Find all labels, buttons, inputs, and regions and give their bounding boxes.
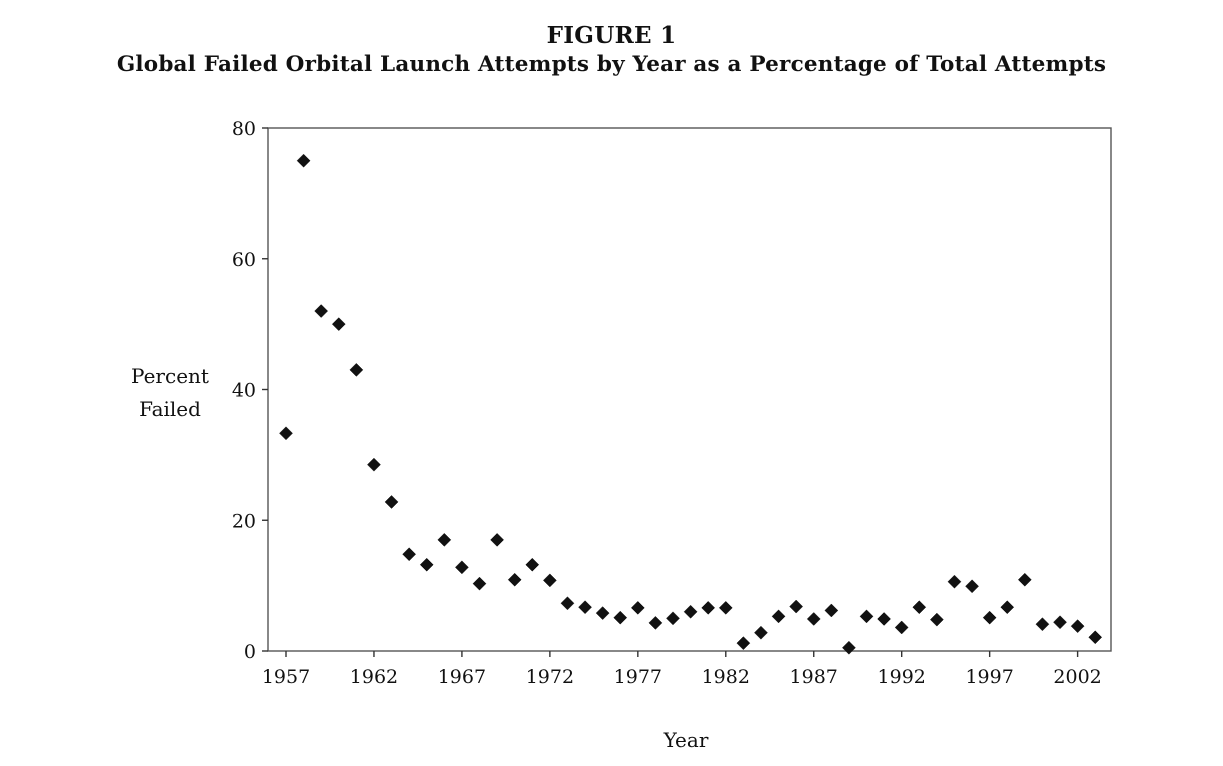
x-tick-label: 1982: [702, 666, 750, 688]
data-point: [1070, 619, 1085, 634]
data-point: [806, 612, 821, 626]
data-point: [613, 610, 628, 625]
data-point: [648, 616, 663, 630]
data-point: [384, 495, 399, 509]
figure-label: FIGURE 1: [546, 22, 677, 49]
data-series: [279, 153, 1103, 655]
x-tick-label: 1987: [790, 666, 838, 688]
data-point: [859, 609, 874, 624]
data-point: [367, 457, 381, 472]
data-point: [331, 317, 346, 331]
data-point: [912, 600, 927, 615]
data-point: [419, 557, 434, 572]
y-tick-label: 20: [232, 510, 256, 532]
data-point: [525, 557, 540, 572]
data-point: [296, 153, 311, 168]
data-point: [630, 600, 645, 615]
data-point: [824, 603, 839, 618]
x-tick-label: 1977: [614, 666, 662, 688]
data-point: [736, 636, 751, 651]
y-tick-label: 60: [232, 249, 256, 271]
y-tick-label: 40: [232, 380, 256, 402]
data-point: [402, 547, 416, 562]
data-point: [1035, 617, 1050, 632]
y-axis-title-line-2: Failed: [139, 397, 201, 421]
data-point: [701, 600, 716, 615]
x-tick-label: 1992: [878, 666, 926, 688]
data-point: [754, 625, 768, 640]
figure-title: Global Failed Orbital Launch Attempts by…: [116, 52, 1107, 77]
plot-frame: [267, 127, 1112, 652]
data-point: [560, 596, 575, 611]
data-point: [472, 576, 487, 591]
data-point: [1053, 615, 1067, 630]
y-tick-label: 80: [232, 118, 256, 140]
data-point: [314, 304, 329, 318]
data-point: [595, 606, 610, 620]
data-point: [1088, 630, 1103, 645]
data-point: [455, 560, 469, 575]
x-tick-label: 1957: [262, 666, 310, 688]
data-point: [930, 612, 944, 627]
data-point: [718, 600, 733, 615]
data-point: [982, 610, 997, 625]
x-axis: 1957 1962 1967 1972 1977 1982 1987 1992 1997 2002: [262, 651, 1102, 688]
data-point: [894, 620, 909, 635]
y-tick-label: 0: [244, 641, 256, 663]
data-point: [789, 599, 804, 614]
data-point: [578, 600, 592, 615]
data-point: [947, 574, 962, 589]
data-point: [666, 611, 680, 626]
data-point: [683, 604, 698, 619]
data-point: [490, 533, 504, 547]
data-point: [1000, 600, 1015, 615]
data-point: [543, 573, 557, 588]
data-point: [279, 426, 293, 441]
data-point: [842, 640, 856, 655]
plot-area: [267, 127, 1112, 652]
data-point: [965, 579, 979, 594]
y-axis-title-line-1: Percent: [131, 364, 209, 388]
data-point: [1017, 572, 1032, 587]
y-axis: 0 20 40 60 80: [232, 118, 268, 663]
data-point: [437, 533, 452, 547]
data-point: [877, 612, 891, 626]
data-point: [771, 609, 786, 624]
x-tick-label: 2002: [1053, 666, 1101, 688]
x-tick-label: 1972: [526, 666, 574, 688]
x-tick-label: 1962: [350, 666, 398, 688]
data-point: [349, 363, 364, 377]
data-point: [507, 572, 522, 587]
x-tick-label: 1997: [965, 666, 1013, 688]
x-axis-title: Year: [663, 728, 709, 752]
x-tick-label: 1967: [438, 666, 486, 688]
